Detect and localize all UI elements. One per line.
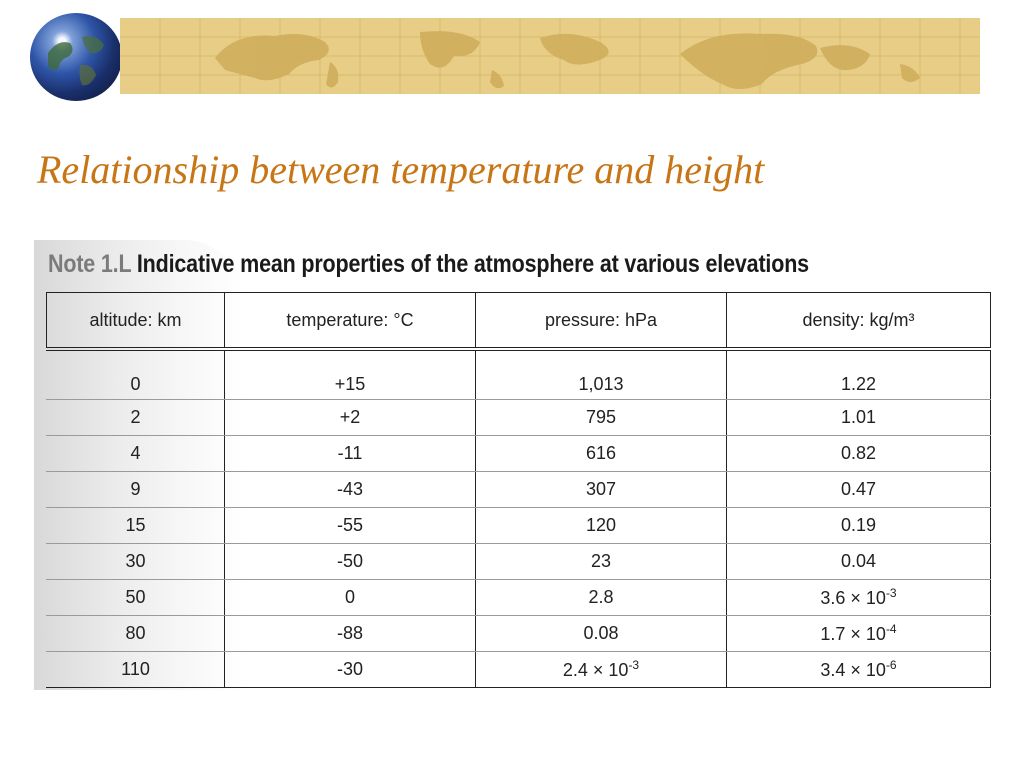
- cell-density: 0.82: [726, 435, 991, 472]
- cell-temperature: -30: [224, 651, 476, 688]
- cell-pressure: 1,013: [475, 349, 727, 400]
- cell-pressure: 0.08: [475, 615, 727, 652]
- pressure-mantissa: 2.4 × 10: [562, 660, 629, 680]
- header-banner: [120, 18, 980, 94]
- table-row: 15 -55 120 0.19: [46, 507, 991, 544]
- cell-temperature: -43: [224, 471, 476, 508]
- table-row: 0 +15 1,013 1.22: [46, 349, 991, 400]
- cell-altitude: 30: [46, 543, 225, 580]
- note-caption: Indicative mean properties of the atmosp…: [136, 250, 809, 278]
- slide-title: Relationship between temperature and hei…: [37, 147, 765, 192]
- cell-density: 1.7 × 10-4: [726, 615, 991, 652]
- cell-altitude: 50: [46, 579, 225, 616]
- cell-pressure: 23: [475, 543, 727, 580]
- density-exponent: -3: [885, 586, 897, 600]
- cell-temperature: -55: [224, 507, 476, 544]
- atmosphere-properties-table: altitude: km temperature: °C pressure: h…: [46, 292, 991, 688]
- world-map-decoration: [215, 31, 920, 89]
- cell-temperature: 0: [224, 579, 476, 616]
- cell-pressure: 307: [475, 471, 727, 508]
- pressure-exponent: -3: [628, 658, 640, 672]
- cell-altitude: 4: [46, 435, 225, 472]
- cell-temperature: +2: [224, 399, 476, 436]
- note-label: Note 1.L: [48, 250, 132, 278]
- cell-temperature: +15: [224, 349, 476, 400]
- cell-density: 0.04: [726, 543, 991, 580]
- density-exponent: -4: [885, 622, 897, 636]
- cell-altitude: 80: [46, 615, 225, 652]
- table-row: 9 -43 307 0.47: [46, 471, 991, 508]
- density-mantissa: 3.4 × 10: [820, 660, 886, 680]
- cell-altitude: 9: [46, 471, 225, 508]
- header-pressure: pressure: hPa: [475, 292, 727, 351]
- cell-pressure: 2.8: [475, 579, 727, 616]
- cell-pressure: 616: [475, 435, 727, 472]
- density-exponent: -6: [885, 658, 897, 672]
- cell-altitude: 0: [46, 349, 225, 400]
- density-mantissa: 1.7 × 10: [820, 624, 886, 644]
- table-row: 80 -88 0.08 1.7 × 10-4: [46, 615, 991, 652]
- density-mantissa: 3.6 × 10: [820, 588, 886, 608]
- globe-logo: [30, 13, 122, 101]
- cell-temperature: -88: [224, 615, 476, 652]
- cell-altitude: 2: [46, 399, 225, 436]
- cell-pressure: 795: [475, 399, 727, 436]
- table-row: 2 +2 795 1.01: [46, 399, 991, 436]
- cell-density: 3.6 × 10-3: [726, 579, 991, 616]
- header-density: density: kg/m³: [726, 292, 991, 351]
- table-row: 110 -30 2.4 × 10-3 3.4 × 10-6: [46, 651, 991, 688]
- header-temperature: temperature: °C: [224, 292, 476, 351]
- cell-density: 0.47: [726, 471, 991, 508]
- cell-pressure: 120: [475, 507, 727, 544]
- note-figure: Note 1.L Indicative mean properties of t…: [34, 240, 994, 690]
- table-header-row: altitude: km temperature: °C pressure: h…: [46, 292, 991, 351]
- note-heading: Note 1.L Indicative mean properties of t…: [48, 250, 809, 279]
- table-row: 30 -50 23 0.04: [46, 543, 991, 580]
- table-row: 50 0 2.8 3.6 × 10-3: [46, 579, 991, 616]
- cell-altitude: 15: [46, 507, 225, 544]
- cell-density: 0.19: [726, 507, 991, 544]
- cell-altitude: 110: [46, 651, 225, 688]
- header-altitude: altitude: km: [46, 292, 225, 351]
- table-row: 4 -11 616 0.82: [46, 435, 991, 472]
- cell-pressure: 2.4 × 10-3: [475, 651, 727, 688]
- cell-density: 1.22: [726, 349, 991, 400]
- cell-density: 1.01: [726, 399, 991, 436]
- cell-temperature: -50: [224, 543, 476, 580]
- cell-temperature: -11: [224, 435, 476, 472]
- cell-density: 3.4 × 10-6: [726, 651, 991, 688]
